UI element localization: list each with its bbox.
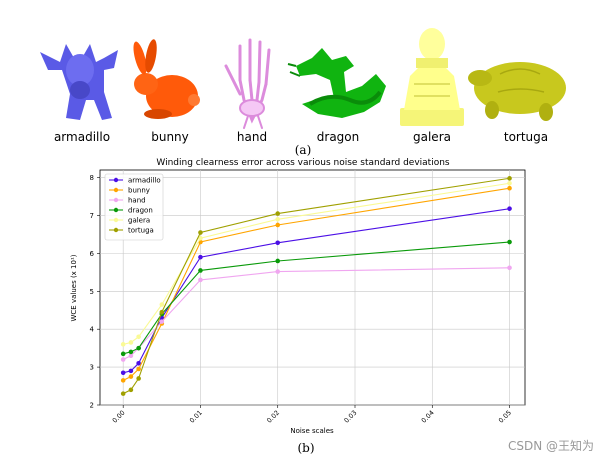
- data-point-galera: [120, 342, 126, 347]
- model-label-hand: hand: [237, 130, 267, 144]
- data-point-tortuga: [159, 309, 165, 315]
- dragon-mesh-icon: [287, 48, 386, 118]
- caption-b: (b): [297, 441, 314, 455]
- model-label-armadillo: armadillo: [54, 130, 110, 144]
- y-tick-label: 7: [90, 212, 94, 220]
- legend-marker: [113, 207, 119, 213]
- data-point-hand: [275, 269, 281, 274]
- model-label-bunny: bunny: [151, 130, 189, 144]
- x-tick-label: 0.04: [420, 409, 436, 425]
- data-point-tortuga: [120, 391, 126, 396]
- series-lines: [120, 176, 512, 396]
- model-label-galera: galera: [413, 130, 451, 144]
- data-point-hand: [128, 353, 134, 359]
- data-point-bunny: [275, 222, 281, 228]
- x-tick-label: 0.02: [265, 409, 281, 425]
- legend-item-galera: galera: [109, 217, 150, 225]
- x-tick-label: 0.00: [111, 409, 127, 425]
- legend-label: bunny: [128, 187, 150, 195]
- legend-marker: [113, 177, 119, 183]
- y-tick-label: 3: [90, 364, 94, 372]
- legend-item-dragon: dragon: [109, 207, 153, 215]
- armadillo-mesh-icon: [40, 44, 118, 120]
- data-point-dragon: [128, 349, 134, 355]
- data-point-tortuga: [275, 211, 281, 216]
- model-label-tortuga: tortuga: [504, 130, 548, 144]
- data-point-dragon: [275, 258, 281, 264]
- model-label-dragon: dragon: [317, 130, 359, 144]
- y-tick-label: 8: [90, 174, 94, 182]
- legend-marker: [113, 187, 119, 193]
- data-point-tortuga: [507, 176, 512, 181]
- y-tick-label: 6: [90, 250, 95, 258]
- data-point-galera: [198, 235, 203, 241]
- data-point-tortuga: [198, 230, 203, 235]
- data-point-armadillo: [120, 370, 126, 376]
- data-point-hand: [120, 357, 126, 362]
- data-point-galera: [275, 216, 281, 222]
- x-tick-label: 0.05: [497, 409, 513, 425]
- data-point-galera: [159, 302, 165, 307]
- x-tick-label: 0.03: [343, 409, 359, 425]
- grid-lines: [100, 170, 525, 406]
- watermark: CSDN @王知为: [508, 439, 594, 453]
- data-point-galera: [136, 334, 141, 340]
- y-axis-label: WCE values (x 10¹): [70, 254, 78, 321]
- legend-label: galera: [128, 217, 150, 225]
- legend-item-tortuga: tortuga: [109, 227, 154, 235]
- data-point-armadillo: [275, 240, 281, 246]
- legend-item-bunny: bunny: [109, 187, 150, 195]
- data-point-armadillo: [198, 254, 203, 260]
- data-point-hand: [507, 265, 512, 271]
- data-point-tortuga: [136, 376, 141, 381]
- y-tick-label: 4: [90, 326, 95, 334]
- data-point-tortuga: [128, 387, 134, 393]
- data-point-bunny: [120, 378, 126, 383]
- legend-marker: [113, 227, 119, 233]
- caption-a: (a): [295, 143, 312, 157]
- y-tick-label: 2: [90, 402, 94, 410]
- data-point-dragon: [136, 345, 141, 351]
- data-point-armadillo: [136, 361, 141, 366]
- legend-item-armadillo: armadillo: [109, 177, 161, 185]
- legend-item-hand: hand: [109, 197, 146, 205]
- data-point-galera: [507, 180, 512, 186]
- data-point-bunny: [128, 374, 134, 379]
- plot-area: [99, 169, 526, 406]
- x-tick-label: 0.01: [188, 409, 204, 425]
- hand-skeleton-mesh-icon: [224, 38, 271, 129]
- data-point-bunny: [136, 366, 141, 372]
- legend-label: dragon: [128, 207, 153, 215]
- data-point-armadillo: [507, 206, 512, 211]
- legend-marker: [113, 197, 119, 203]
- legend-marker: [113, 217, 119, 223]
- y-axis: 2 3 4 5 6 7 8: [90, 174, 100, 410]
- model-label-row: armadillo bunny hand dragon galera tortuga: [54, 130, 548, 144]
- legend-label: tortuga: [128, 227, 154, 235]
- data-point-hand: [198, 277, 203, 283]
- galera-statue-mesh-icon: [400, 28, 464, 126]
- tortoise-mesh-icon: [468, 62, 566, 121]
- data-point-dragon: [198, 268, 203, 273]
- chart-title: Winding clearness error across various n…: [156, 158, 449, 168]
- legend: armadillo bunny hand dragon galera tortuga: [104, 173, 164, 241]
- data-point-dragon: [507, 239, 512, 245]
- data-point-dragon: [120, 351, 126, 357]
- legend-label: armadillo: [128, 177, 161, 185]
- data-point-armadillo: [128, 368, 134, 374]
- x-axis: 0.00 0.01 0.02 0.03 0.04 0.05: [111, 405, 513, 425]
- data-point-hand: [159, 319, 165, 324]
- chart: Winding clearness error across various n…: [70, 158, 526, 435]
- data-point-bunny: [507, 185, 512, 191]
- bunny-mesh-icon: [133, 39, 200, 119]
- legend-label: hand: [128, 197, 146, 205]
- x-axis-label: Noise scales: [290, 427, 334, 435]
- y-tick-label: 5: [90, 288, 94, 296]
- data-point-galera: [128, 340, 134, 345]
